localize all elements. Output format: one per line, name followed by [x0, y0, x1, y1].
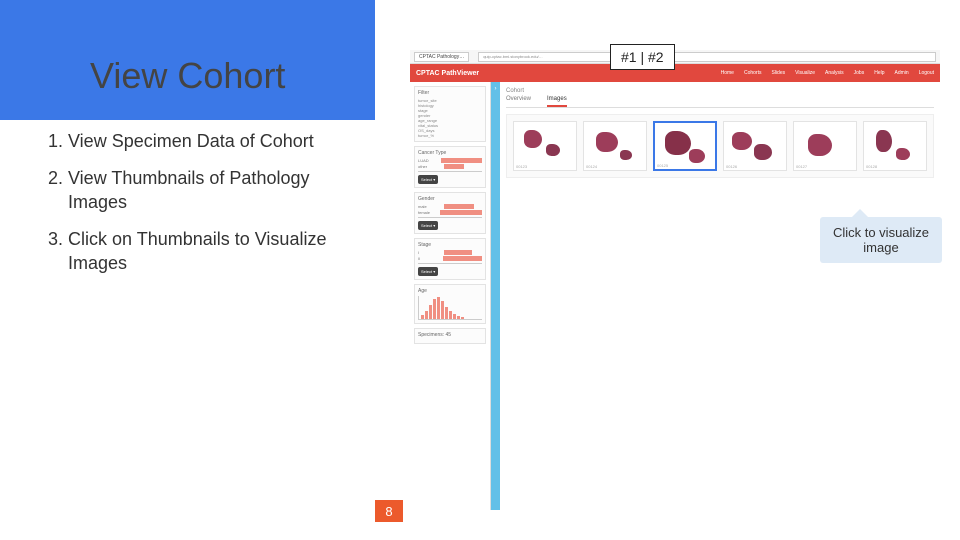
- thumbnail-id: 00123: [516, 164, 527, 169]
- panel-title: Cancer Type: [418, 150, 482, 156]
- steps-list: View Specimen Data of Cohort View Thumbn…: [40, 130, 360, 289]
- select-button[interactable]: Select ▾: [418, 221, 438, 230]
- age-histogram: [418, 296, 482, 320]
- thumbnail-id: 00126: [726, 164, 737, 169]
- address-bar[interactable]: quip-cptac.bmi.stonybrook.edu/…: [478, 52, 936, 62]
- bar: [441, 158, 482, 163]
- thumbnail[interactable]: 00127: [793, 121, 857, 171]
- thumbnail-id: 00128: [866, 164, 877, 169]
- bar-label: LUAD: [418, 158, 439, 163]
- tissue-icon: [524, 130, 542, 148]
- panel-title: Specimens: 45: [418, 332, 482, 338]
- thumbnail-selected[interactable]: 00125: [653, 121, 717, 171]
- stage-panel: Stage I II Select ▾: [414, 238, 486, 280]
- step-3: Click on Thumbnails to Visualize Images: [68, 228, 360, 275]
- panel-title: Stage: [418, 242, 482, 248]
- app-screenshot: CPTAC Pathology… quip-cptac.bmi.stonybro…: [410, 50, 940, 510]
- main-content: Cohort Overview Images 00123 00124: [500, 82, 940, 510]
- tissue-icon: [754, 144, 772, 160]
- tissue-icon: [665, 131, 691, 155]
- select-button[interactable]: Select ▾: [418, 175, 438, 184]
- app-header-bar: CPTAC PathViewer Home Cohorts Slides Vis…: [410, 64, 940, 82]
- panel-title: Age: [418, 288, 482, 294]
- tissue-icon: [620, 150, 632, 160]
- chevron-right-icon: ›: [495, 86, 497, 92]
- tab-overview[interactable]: Overview: [506, 96, 531, 107]
- panel-divider[interactable]: ›: [491, 82, 500, 510]
- step-1: View Specimen Data of Cohort: [68, 130, 360, 153]
- tissue-icon: [732, 132, 752, 150]
- thumbnail-id: 00127: [796, 164, 807, 169]
- thumbnail[interactable]: 00128: [863, 121, 927, 171]
- bar-label: other: [418, 164, 442, 169]
- thumbnail[interactable]: 00126: [723, 121, 787, 171]
- menu-item[interactable]: Home: [721, 70, 734, 76]
- browser-tab[interactable]: CPTAC Pathology…: [414, 52, 469, 62]
- menu-item[interactable]: Help: [874, 70, 884, 76]
- tab-images[interactable]: Images: [547, 96, 567, 107]
- filter-item[interactable]: tumor_%: [418, 133, 482, 138]
- bar-label: I: [418, 250, 442, 255]
- tissue-icon: [808, 134, 832, 156]
- select-button[interactable]: Select ▾: [418, 267, 438, 276]
- page-number-badge: 8: [375, 500, 403, 522]
- thumbnail-id: 00124: [586, 164, 597, 169]
- panel-title: Filter: [418, 90, 482, 96]
- menu-item[interactable]: Visualize: [795, 70, 815, 76]
- filter-panel: Filter tumor_site histology stage gender…: [414, 86, 486, 142]
- slide-title: View Cohort: [90, 55, 285, 97]
- panel-title: Gender: [418, 196, 482, 202]
- tissue-icon: [546, 144, 560, 156]
- bar: [444, 204, 474, 209]
- bar-label: female: [418, 210, 438, 215]
- menu-item[interactable]: Cohorts: [744, 70, 762, 76]
- app-menu: Home Cohorts Slides Visualize Analysis J…: [721, 70, 934, 76]
- bar: [444, 164, 464, 169]
- menu-item[interactable]: Analysis: [825, 70, 844, 76]
- callout-bubble: Click to visualize image: [820, 217, 942, 263]
- bar: [444, 250, 472, 255]
- bar: [440, 210, 482, 215]
- gender-panel: Gender male female Select ▾: [414, 192, 486, 234]
- bar-label: male: [418, 204, 442, 209]
- filter-sidebar: Filter tumor_site histology stage gender…: [410, 82, 491, 510]
- menu-item[interactable]: Logout: [919, 70, 934, 76]
- menu-item[interactable]: Slides: [771, 70, 785, 76]
- bar: [443, 256, 482, 261]
- browser-chrome: CPTAC Pathology… quip-cptac.bmi.stonybro…: [410, 50, 940, 64]
- age-panel: Age: [414, 284, 486, 324]
- step-2: View Thumbnails of Pathology Images: [68, 167, 360, 214]
- count-panel: Specimens: 45: [414, 328, 486, 344]
- thumbnail-id: 00125: [657, 163, 668, 168]
- cancer-type-panel: Cancer Type LUAD other Select ▾: [414, 146, 486, 188]
- bar-label: II: [418, 256, 441, 261]
- thumbnail[interactable]: 00123: [513, 121, 577, 171]
- app-brand: CPTAC PathViewer: [416, 70, 479, 77]
- menu-item[interactable]: Admin: [895, 70, 909, 76]
- tissue-icon: [689, 149, 705, 163]
- menu-item[interactable]: Jobs: [854, 70, 865, 76]
- breadcrumb: Cohort: [506, 88, 934, 94]
- tissue-icon: [876, 130, 892, 152]
- tissue-icon: [896, 148, 910, 160]
- tissue-icon: [596, 132, 618, 152]
- thumbnail-strip: 00123 00124 00125 00: [506, 114, 934, 178]
- overlay-label: #1 | #2: [610, 44, 675, 70]
- view-tabs: Overview Images: [506, 96, 934, 108]
- thumbnail[interactable]: 00124: [583, 121, 647, 171]
